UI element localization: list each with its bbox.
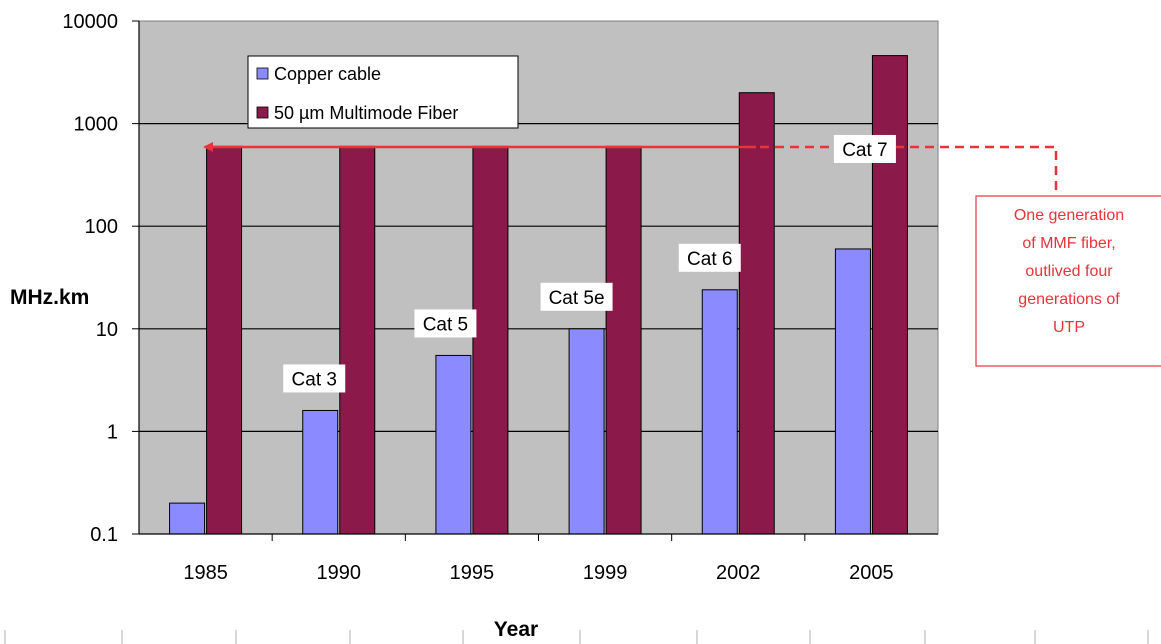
bar-label-box xyxy=(414,309,477,338)
y-tick-label: 0.1 xyxy=(90,524,118,546)
note-box xyxy=(975,195,1161,367)
bar-fiber-2002 xyxy=(738,92,775,535)
x-tick-label: 1985 xyxy=(183,562,228,584)
note-line: One generation xyxy=(1014,207,1124,224)
x-tick-label: 1999 xyxy=(583,562,628,584)
note-line: of MMF fiber, xyxy=(1022,235,1115,252)
legend-label-fiber: 50 µm Multimode Fiber xyxy=(274,103,458,123)
bar-copper-1995 xyxy=(435,354,472,535)
note-text: One generation of MMF fiber, outlived four… xyxy=(1014,207,1124,336)
bar-label-box xyxy=(283,364,346,393)
bar-label-box xyxy=(833,134,896,163)
legend-swatch-copper xyxy=(256,67,269,80)
bar-fiber-1990 xyxy=(339,145,376,535)
bar-fiber-1985 xyxy=(206,145,243,535)
bar-copper-1985 xyxy=(169,502,206,535)
y-tick-label: 1 xyxy=(107,421,118,443)
note-line: outlived four xyxy=(1025,263,1113,280)
bar-label: Cat 5e xyxy=(549,288,605,309)
bar-label: Cat 6 xyxy=(687,249,732,270)
arrow-annotation: One generation of MMF fiber, outlived four… xyxy=(203,142,1161,367)
x-tick-label: 2005 xyxy=(849,562,894,584)
bar-copper-2002 xyxy=(701,289,738,535)
bar-label: Cat 5 xyxy=(423,314,468,335)
y-tick-label: 10 xyxy=(96,319,118,341)
legend-swatch-fiber xyxy=(256,106,269,119)
bar-fiber-1995 xyxy=(472,145,509,535)
bar-fiber-1999 xyxy=(605,145,642,535)
bar-label-box xyxy=(678,243,741,272)
axes xyxy=(138,21,938,541)
x-tick-labels: 1985 1990 1995 1999 2002 2005 xyxy=(183,562,893,584)
y-tick-label: 100 xyxy=(85,216,118,238)
legend: Copper cable 50 µm Multimode Fiber xyxy=(247,55,519,129)
x-tick-label: 2002 xyxy=(716,562,761,584)
y-axis-title: MHz.km xyxy=(10,286,89,309)
bar-label-box xyxy=(540,282,613,311)
legend-label-copper: Copper cable xyxy=(274,64,381,84)
bar-copper-2005 xyxy=(834,248,871,535)
x-axis-title: Year xyxy=(494,618,538,641)
legend-box xyxy=(247,55,519,129)
bottom-edge-ticks xyxy=(4,630,1149,644)
y-tick-label: 10000 xyxy=(62,11,118,33)
x-tick-label: 1990 xyxy=(317,562,362,584)
x-tick-label: 1995 xyxy=(450,562,495,584)
y-tick-label: 1000 xyxy=(74,114,119,136)
bar-annotations: Cat 3 Cat 5 Cat 5e Cat 6 Cat 7 xyxy=(283,134,896,393)
bar-fiber-2005 xyxy=(871,55,908,535)
note-line: UTP xyxy=(1053,319,1085,336)
bar-copper-1990 xyxy=(302,409,339,535)
bar-label: Cat 3 xyxy=(292,369,337,390)
note-line: generations of xyxy=(1018,291,1120,308)
bar-label: Cat 7 xyxy=(842,140,887,161)
bar-copper-1999 xyxy=(568,328,605,535)
y-tick-labels: 10000 1000 100 10 1 0.1 xyxy=(62,11,118,546)
